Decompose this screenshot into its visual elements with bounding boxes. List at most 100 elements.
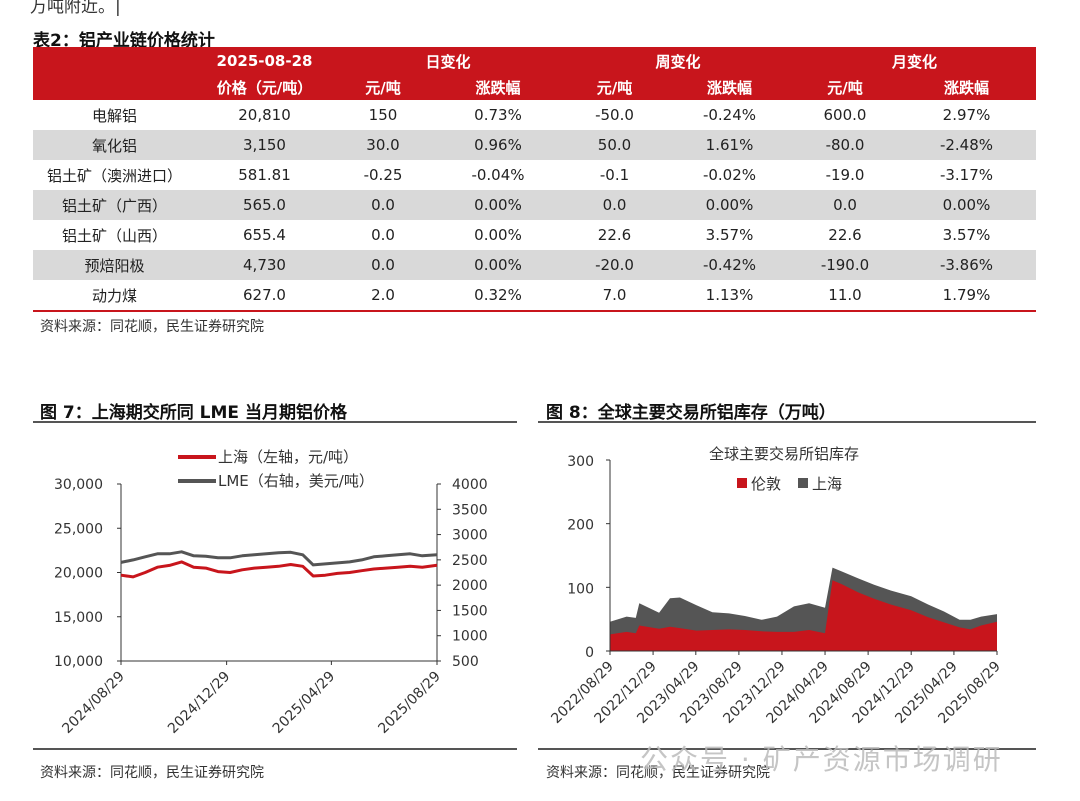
table-cell: 4,730 — [196, 250, 333, 280]
watermark: 公众号 · 矿产资源市场调研 — [640, 743, 1003, 776]
chart7-legend-label: 上海（左轴，元/吨） — [218, 448, 358, 466]
table-cell: 22.6 — [597, 226, 632, 244]
table-cell: 20,810 — [238, 106, 291, 124]
table-cell: 0.00% — [433, 250, 563, 280]
price-table: 2025-08-28 日变化 周变化 月变化 价格（元/吨） 元/吨 涨跌幅 元… — [33, 47, 1036, 312]
table-cell: -20.0 — [563, 250, 666, 280]
chart7-bottom-rule — [33, 748, 517, 750]
row-label: 动力煤 — [33, 280, 196, 312]
chart7-series-line — [120, 560, 438, 579]
chart7-right-tick-label: 3000 — [452, 528, 488, 544]
table-cell: 3.57% — [942, 226, 991, 244]
table-cell: 150 — [368, 106, 398, 124]
table-cell: 2.0 — [333, 280, 433, 312]
chart7-left-tick-label: 25,000 — [54, 521, 103, 537]
table-cell: 50.0 — [563, 130, 666, 160]
table-cell: 3,150 — [196, 130, 333, 160]
header-date: 2025-08-28 — [196, 47, 333, 75]
chart8-source: 资料来源：同花顺，民生证券研究院 — [546, 765, 770, 781]
table-cell: 0.0 — [333, 190, 433, 220]
chart7-left-tick-label: 30,000 — [54, 477, 103, 493]
chart7-series-line — [120, 550, 438, 567]
table-cell: 655.4 — [243, 226, 286, 244]
table-cell: 0.0 — [371, 226, 395, 244]
table-cell: -0.42% — [666, 250, 793, 280]
table-cell: 0.0 — [563, 190, 666, 220]
table-row: 铝土矿（广西） 565.0 0.0 0.00% 0.0 0.00% 0.0 0.00% — [33, 190, 1036, 220]
table-cell: 2.97% — [942, 106, 991, 124]
chart8-bottom-rule — [538, 748, 1036, 750]
table-source: 资料来源：同花顺，民生证券研究院 — [40, 319, 264, 335]
chart7-right-tick-label: 3500 — [452, 502, 488, 518]
table-row: 预焙阳极 4,730 0.0 0.00% -20.0 -0.42% -190.0 -3.86% — [33, 250, 1036, 280]
chart8-top-rule — [538, 421, 1036, 423]
header-sub: 元/吨 — [333, 75, 433, 100]
table-cell: 30.0 — [333, 130, 433, 160]
row-label: 铝土矿（澳洲进口） — [46, 166, 182, 185]
table-cell: -0.24% — [702, 106, 757, 124]
header-sub: 元/吨 — [563, 75, 666, 100]
chart7-left-tick-label: 15,000 — [54, 610, 103, 626]
chart7-right-tick-label: 500 — [452, 654, 479, 670]
fragment-text: 万吨附近。| — [30, 0, 121, 17]
table-cell: -19.0 — [825, 166, 865, 184]
header-empty — [33, 75, 196, 100]
table-cell: 0.00% — [474, 226, 522, 244]
header-sub: 涨跌幅 — [666, 75, 793, 100]
chart7-right-tick-label: 2500 — [452, 553, 488, 569]
header-sub: 涨跌幅 — [897, 75, 1036, 100]
chart7-right-tick-label: 1500 — [452, 603, 488, 619]
table-cell: 0.0 — [333, 250, 433, 280]
table-cell: -3.86% — [897, 250, 1036, 280]
table-cell: 1.13% — [666, 280, 793, 312]
chart7-right-tick-label: 4000 — [452, 477, 488, 493]
row-label: 电解铝 — [91, 106, 137, 125]
chart8-y-tick-label: 100 — [567, 581, 594, 597]
table-cell: 0.00% — [897, 190, 1036, 220]
table-row: 铝土矿（山西） 655.4 0.0 0.00% 22.6 3.57% 22.6 3.57% — [33, 220, 1036, 250]
header-group-day: 日变化 — [333, 47, 563, 75]
header-group-week: 周变化 — [563, 47, 793, 75]
chart7-left-tick-label: 10,000 — [54, 654, 103, 670]
chart8-legend-swatch — [798, 478, 808, 488]
table-cell: 0.0 — [793, 190, 897, 220]
table-cell: 0.00% — [433, 190, 563, 220]
table-cell: -0.1 — [599, 166, 630, 184]
chart7-right-tick-label: 2000 — [452, 578, 488, 594]
table-cell: -3.17% — [939, 166, 994, 184]
header-empty — [33, 47, 196, 75]
chart8-y-tick-label: 200 — [567, 518, 594, 534]
table-cell: -0.02% — [702, 166, 757, 184]
table-cell: 0.96% — [433, 130, 563, 160]
table-cell: -0.04% — [471, 166, 525, 184]
table-header-row-2: 价格（元/吨） 元/吨 涨跌幅 元/吨 涨跌幅 元/吨 涨跌幅 — [33, 75, 1036, 100]
chart7-title: 图 7：上海期交所同 LME 当月期铝价格 — [40, 403, 347, 423]
table-header-row-1: 2025-08-28 日变化 周变化 月变化 — [33, 47, 1036, 75]
table-cell: 0.00% — [666, 190, 793, 220]
table-cell: -2.48% — [897, 130, 1036, 160]
chart7-legend-label: LME（右轴，美元/吨） — [218, 472, 374, 490]
table-cell: 627.0 — [196, 280, 333, 312]
table-cell: 0.32% — [433, 280, 563, 312]
chart7-top-rule — [33, 421, 517, 423]
chart8-y-tick-label: 0 — [585, 645, 594, 661]
header-sub: 涨跌幅 — [433, 75, 563, 100]
table-cell: 600.0 — [823, 106, 867, 124]
table-cell: 22.6 — [828, 226, 862, 244]
table-cell: -0.25 — [363, 166, 403, 184]
table-cell: 3.57% — [705, 226, 754, 244]
chart8-area-london — [610, 580, 997, 651]
table-cell: 1.61% — [666, 130, 793, 160]
table-cell: 0.73% — [474, 106, 522, 124]
header-group-month: 月变化 — [793, 47, 1036, 75]
table-cell: -80.0 — [793, 130, 897, 160]
row-label: 铝土矿（广西） — [33, 190, 196, 220]
table-title: 表2：铝产业链价格统计 — [33, 31, 215, 51]
table-cell: 581.81 — [238, 166, 291, 184]
table-row: 铝土矿（澳洲进口） 581.81 -0.25 -0.04% -0.1 -0.02% -19.… — [33, 160, 1036, 190]
table-cell: 565.0 — [196, 190, 333, 220]
chart7-left-tick-label: 20,000 — [54, 566, 103, 582]
table-cell: 7.0 — [563, 280, 666, 312]
chart8-legend-label: 上海 — [812, 475, 842, 493]
